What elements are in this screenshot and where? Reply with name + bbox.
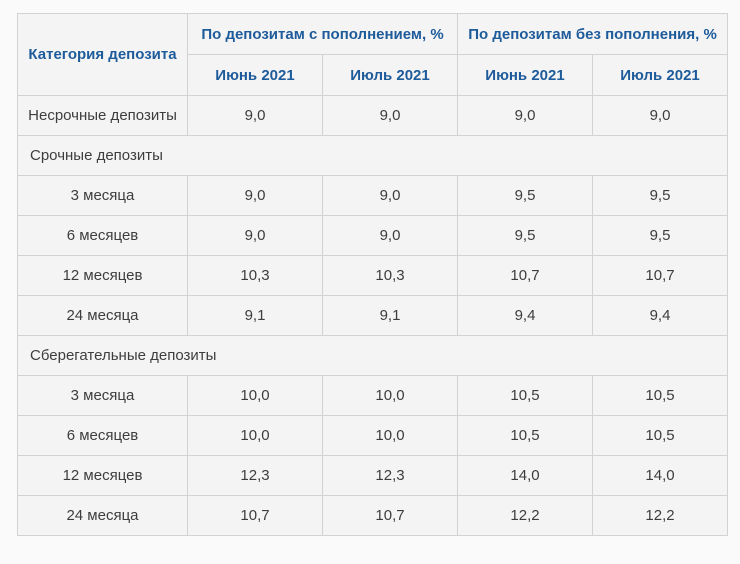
rate-cell: 9,1 [322, 295, 458, 336]
header-group-row: Категория депозита По депозитам с пополн… [17, 13, 729, 96]
rate-cell: 14,0 [457, 455, 593, 496]
rate-cell: 12,3 [322, 455, 458, 496]
row-label: 6 месяцев [17, 415, 188, 456]
section-row: Срочные депозиты [16, 135, 729, 176]
column-header-june-2021: Июнь 2021 [457, 54, 593, 96]
deposit-rates-table: Категория депозита По депозитам с пополн… [16, 13, 729, 536]
rate-cell: 9,0 [187, 215, 323, 256]
section-label: Срочные депозиты [16, 135, 729, 176]
table-row: 6 месяцев 10,0 10,0 10,5 10,5 [17, 415, 729, 456]
rate-cell: 9,0 [591, 95, 729, 136]
rate-cell: 9,0 [322, 175, 458, 216]
rate-cell: 9,5 [591, 175, 729, 216]
column-group-without-replenishment: По депозитам без пополнения, % [456, 13, 729, 55]
section-label: Сберегательные депозиты [16, 335, 729, 376]
row-label: 6 месяцев [17, 215, 188, 256]
rate-cell: 10,7 [457, 255, 593, 296]
row-label: 12 месяцев [17, 255, 188, 296]
rate-cell: 10,5 [457, 375, 593, 416]
table-row: 24 месяца 10,7 10,7 12,2 12,2 [17, 495, 729, 536]
column-header-july-2021: Июль 2021 [322, 54, 458, 96]
rate-cell: 10,0 [187, 415, 323, 456]
rate-cell: 12,3 [187, 455, 323, 496]
row-label: 3 месяца [17, 175, 188, 216]
table-row: 12 месяцев 10,3 10,3 10,7 10,7 [17, 255, 729, 296]
rate-cell: 10,5 [591, 375, 729, 416]
rate-cell: 10,7 [591, 255, 729, 296]
rate-cell: 10,0 [187, 375, 323, 416]
rate-cell: 14,0 [591, 455, 729, 496]
column-group-with-replenishment: По депозитам с пополнением, % [187, 13, 458, 55]
rate-cell: 12,2 [457, 495, 593, 536]
rate-cell: 9,0 [187, 175, 323, 216]
rate-cell: 10,3 [187, 255, 323, 296]
column-header-june-2021: Июнь 2021 [187, 54, 323, 96]
rate-cell: 9,4 [591, 295, 729, 336]
rate-cell: 9,5 [591, 215, 729, 256]
table-row: Несрочные депозиты 9,0 9,0 9,0 9,0 [17, 95, 729, 136]
table-row: 6 месяцев 9,0 9,0 9,5 9,5 [17, 215, 729, 256]
rate-cell: 9,0 [187, 95, 323, 136]
table-row: 3 месяца 9,0 9,0 9,5 9,5 [17, 175, 729, 216]
row-label: 24 месяца [17, 295, 188, 336]
rate-cell: 9,5 [457, 175, 593, 216]
header-month-row: Июнь 2021 Июль 2021 Июнь 2021 Июль 2021 [18, 54, 729, 96]
row-label: 24 месяца [17, 495, 188, 536]
rate-cell: 12,2 [591, 495, 729, 536]
deposit-rates-table-container: Категория депозита По депозитам с пополн… [16, 13, 729, 536]
table-row: 24 месяца 9,1 9,1 9,4 9,4 [17, 295, 729, 336]
column-header-july-2021: Июль 2021 [591, 54, 729, 96]
rate-cell: 10,5 [591, 415, 729, 456]
rate-cell: 9,5 [457, 215, 593, 256]
row-label: 3 месяца [17, 375, 188, 416]
rate-cell: 9,0 [457, 95, 593, 136]
rate-cell: 10,5 [457, 415, 593, 456]
column-header-category: Категория депозита [17, 13, 188, 96]
table-row: 3 месяца 10,0 10,0 10,5 10,5 [17, 375, 729, 416]
rate-cell: 10,7 [187, 495, 323, 536]
rate-cell: 9,1 [187, 295, 323, 336]
rate-cell: 10,0 [322, 375, 458, 416]
rate-cell: 10,7 [322, 495, 458, 536]
rate-cell: 9,4 [457, 295, 593, 336]
rate-cell: 9,0 [322, 215, 458, 256]
rate-cell: 10,3 [322, 255, 458, 296]
section-row: Сберегательные депозиты [16, 335, 729, 376]
table-row: 12 месяцев 12,3 12,3 14,0 14,0 [17, 455, 729, 496]
rate-cell: 9,0 [322, 95, 458, 136]
rate-cell: 10,0 [322, 415, 458, 456]
row-label: Несрочные депозиты [17, 95, 188, 136]
row-label: 12 месяцев [17, 455, 188, 496]
